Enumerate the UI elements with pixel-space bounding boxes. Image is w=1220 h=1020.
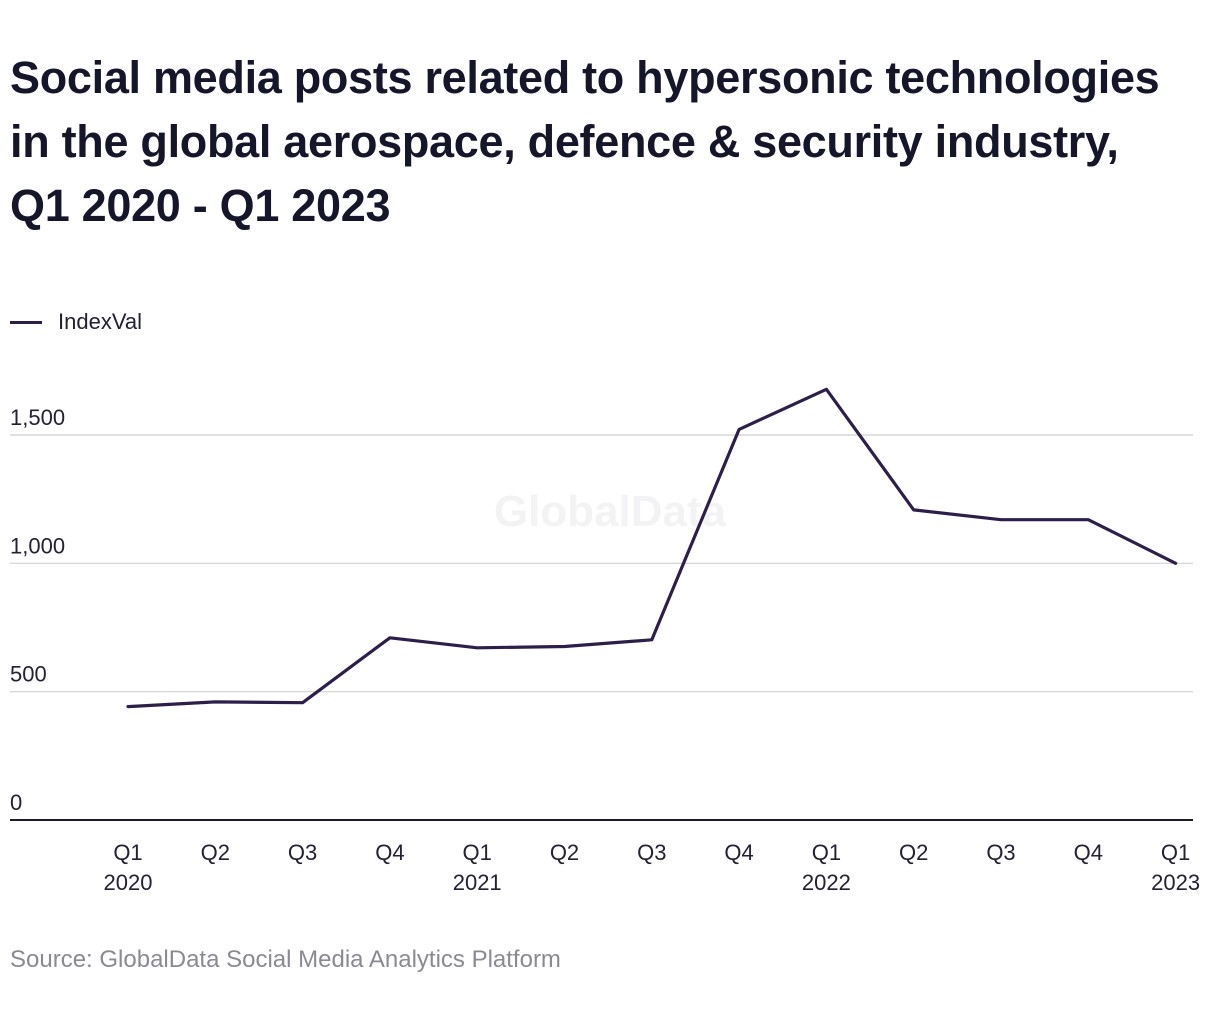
x-tick-year-label: 2021 (453, 870, 502, 895)
chart-title: Social media posts related to hypersonic… (10, 52, 1160, 231)
x-tick-label: Q1 (1161, 840, 1190, 865)
y-tick-label: 500 (10, 662, 47, 687)
x-tick-label: Q2 (201, 840, 230, 865)
x-tick-label: Q2 (899, 840, 928, 865)
x-tick-label: Q4 (724, 840, 753, 865)
x-tick-label: Q2 (550, 840, 579, 865)
x-tick-label: Q3 (288, 840, 317, 865)
y-tick-label: 1,500 (10, 405, 65, 430)
watermark-text: GlobalData (494, 487, 727, 536)
series-line-indexval (126, 387, 1178, 709)
y-tick-label: 1,000 (10, 533, 65, 558)
y-tick-label: 0 (10, 790, 22, 815)
x-tick-year-label: 2020 (104, 870, 153, 895)
x-tick-label: Q1 (113, 840, 142, 865)
legend: IndexVal (10, 306, 142, 338)
source-note: Source: GlobalData Social Media Analytic… (10, 946, 561, 973)
x-tick-label: Q3 (986, 840, 1015, 865)
x-tick-label: Q1 (463, 840, 492, 865)
x-tick-year-label: 2022 (802, 870, 851, 895)
legend-label: IndexVal (58, 309, 142, 334)
x-tick-label: Q4 (375, 840, 404, 865)
x-tick-label: Q3 (637, 840, 666, 865)
x-tick-label: Q1 (812, 840, 841, 865)
legend-swatch (10, 320, 42, 324)
x-tick-year-label: 2023 (1151, 870, 1200, 895)
x-tick-label: Q4 (1074, 840, 1103, 865)
